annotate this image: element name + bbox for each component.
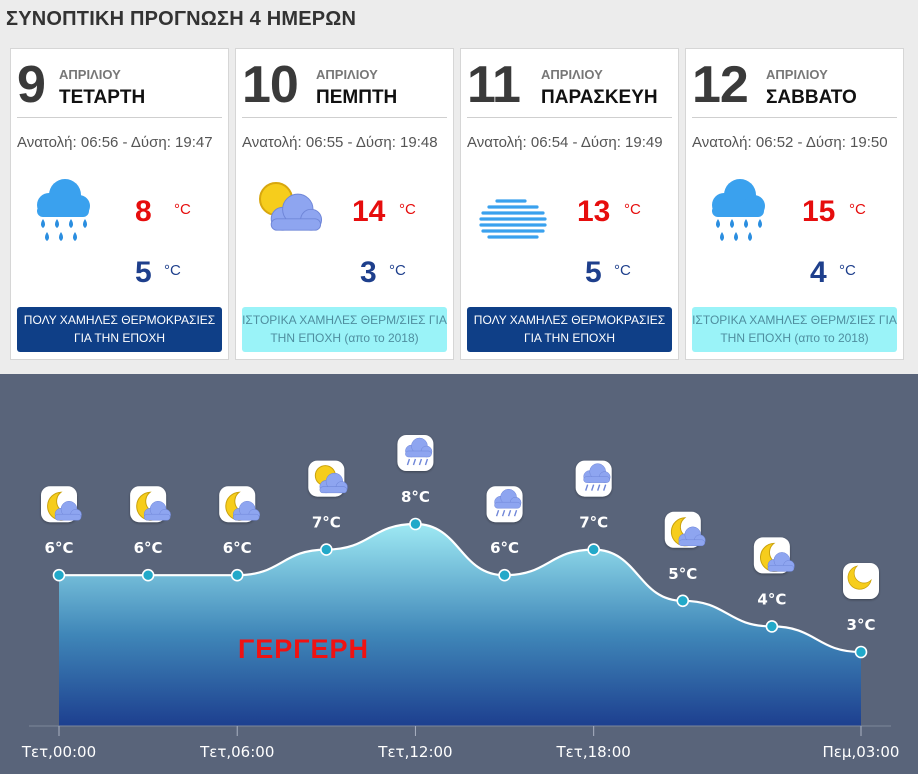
- x-tick-label: Πεμ,03:00: [823, 743, 900, 761]
- min-temp-unit: °C: [164, 262, 181, 279]
- moon-cloud-icon: [130, 486, 171, 523]
- data-point[interactable]: [409, 517, 422, 531]
- weekday-label: ΤΕΤΑΡΤΗ: [59, 87, 146, 108]
- point-temp-label: 5°C: [668, 565, 697, 583]
- hourly-temperature-chart: Τετ,00:00 Τετ,06:00 Τετ,12:00 Τετ,18:00 Πεμ,…: [21, 435, 900, 761]
- point-temp-label: 7°C: [312, 514, 341, 532]
- data-point[interactable]: [230, 568, 244, 582]
- month-label: ΑΠΡΙΛΙΟΥ: [766, 67, 828, 82]
- weekday-label: ΠΕΜΠΤΗ: [316, 87, 398, 108]
- rain-cloud-icon: [486, 486, 523, 523]
- max-temp-unit: °C: [624, 201, 641, 218]
- sunrise-sunset: Ανατολή: 06:54 - Δύση: 19:49: [467, 134, 663, 151]
- data-point[interactable]: [141, 568, 155, 582]
- card-divider: [242, 117, 447, 118]
- min-temp: 3: [360, 256, 377, 289]
- moon-cloud-icon: [753, 537, 795, 574]
- weekday-label: ΠΑΡΑΣΚΕΥΗ: [541, 87, 658, 108]
- day-card[interactable]: 12 ΑΠΡΙΛΙΟΥ ΣΑΒΒΑΤΟ Ανατολή: 06:52 - Δύσ…: [685, 48, 904, 360]
- day-number: 10: [242, 56, 299, 114]
- temperature-badge: ΙΣΤΟΡΙΚΑ ΧΑΜΗΛΕΣ ΘΕΡΜ/ΣΙΕΣ ΓΙΑ ΤΗΝ ΕΠΟΧΗ…: [242, 307, 447, 352]
- min-temp: 5: [585, 256, 602, 289]
- sun-cloud-icon: [308, 460, 348, 497]
- day-number: 11: [467, 56, 521, 114]
- day-card[interactable]: 10 ΑΠΡΙΛΙΟΥ ΠΕΜΠΤΗ Ανατολή: 06:55 - Δύση…: [235, 48, 454, 360]
- rain-cloud-icon: [37, 179, 90, 241]
- data-point[interactable]: [676, 594, 690, 608]
- place-name: ΓΕΡΓΕΡΗ: [238, 634, 369, 664]
- max-temp: 13: [577, 195, 611, 228]
- forecast-summary: ΣΥΝΟΠΤΙΚΗ ΠΡΟΓΝΩΣΗ 4 ΗΜΕΡΩΝ 9 ΑΠΡΙΛΙΟΥ Τ…: [0, 0, 918, 368]
- moon-icon: [843, 563, 879, 599]
- rain-cloud-icon: [397, 435, 434, 471]
- data-point[interactable]: [765, 620, 779, 633]
- point-temp-label: 6°C: [134, 539, 163, 557]
- temperature-area: [59, 524, 861, 726]
- temperature-badge: ΠΟΛΥ ΧΑΜΗΛΕΣ ΘΕΡΜΟΚΡΑΣΙΕΣ ΓΙΑ ΤΗΝ ΕΠΟΧΗ: [17, 307, 222, 352]
- sunrise-sunset: Ανατολή: 06:52 - Δύση: 19:50: [692, 134, 888, 151]
- month-label: ΑΠΡΙΛΙΟΥ: [541, 67, 603, 82]
- rain-cloud-icon: [575, 460, 612, 497]
- day-card[interactable]: 11 ΑΠΡΙΛΙΟΥ ΠΑΡΑΣΚΕΥΗ Ανατολή: 06:54 - Δ…: [460, 48, 679, 360]
- min-temp-unit: °C: [839, 262, 856, 279]
- max-temp-unit: °C: [174, 201, 191, 218]
- moon-cloud-icon: [41, 486, 82, 523]
- data-point[interactable]: [587, 543, 600, 556]
- temperature-badge: ΠΟΛΥ ΧΑΜΗΛΕΣ ΘΕΡΜΟΚΡΑΣΙΕΣ ΓΙΑ ΤΗΝ ΕΠΟΧΗ: [467, 307, 672, 352]
- sunrise-sunset: Ανατολή: 06:55 - Δύση: 19:48: [242, 134, 438, 151]
- month-label: ΑΠΡΙΛΙΟΥ: [59, 67, 121, 82]
- rain-cloud-icon: [712, 179, 765, 241]
- point-temp-label: 7°C: [579, 514, 608, 532]
- min-temp: 5: [135, 256, 152, 289]
- max-temp-unit: °C: [399, 201, 416, 218]
- point-temp-label: 4°C: [757, 590, 786, 608]
- point-temp-label: 6°C: [45, 539, 74, 557]
- day-number: 12: [692, 56, 749, 114]
- card-divider: [692, 117, 897, 118]
- fog-cloud-icon: [479, 199, 547, 239]
- x-tick-label: Τετ,06:00: [199, 743, 274, 761]
- weekday-label: ΣΑΒΒΑΤΟ: [766, 87, 857, 108]
- hourly-chart-panel: Τετ,00:00 Τετ,06:00 Τετ,12:00 Τετ,18:00 Πεμ,…: [0, 374, 918, 774]
- card-divider: [467, 117, 672, 118]
- max-temp: 15: [802, 195, 836, 228]
- x-tick-label: Τετ,00:00: [21, 743, 96, 761]
- point-temp-label: 6°C: [223, 539, 252, 557]
- month-label: ΑΠΡΙΛΙΟΥ: [316, 67, 378, 82]
- page-title: ΣΥΝΟΠΤΙΚΗ ΠΡΟΓΝΩΣΗ 4 ΗΜΕΡΩΝ: [6, 8, 357, 30]
- x-tick-label: Τετ,12:00: [377, 743, 452, 761]
- data-point[interactable]: [498, 568, 511, 582]
- x-tick-label: Τετ,18:00: [556, 743, 631, 761]
- data-point[interactable]: [854, 645, 868, 659]
- max-temp: 14: [352, 195, 386, 228]
- max-temp: 8: [135, 195, 152, 228]
- sunrise-sunset: Ανατολή: 06:56 - Δύση: 19:47: [17, 134, 213, 151]
- day-card[interactable]: 9 ΑΠΡΙΛΙΟΥ ΤΕΤΑΡΤΗ Ανατολή: 06:56 - Δύση…: [10, 48, 229, 360]
- card-divider: [17, 117, 222, 118]
- point-temp-label: 8°C: [401, 488, 430, 506]
- partly-cloudy-icon: [259, 182, 322, 231]
- min-temp: 4: [810, 256, 827, 289]
- data-point[interactable]: [52, 568, 66, 582]
- moon-cloud-icon: [664, 511, 706, 548]
- point-temp-label: 3°C: [847, 616, 876, 634]
- temperature-badge: ΙΣΤΟΡΙΚΑ ΧΑΜΗΛΕΣ ΘΕΡΜ/ΣΙΕΣ ΓΙΑ ΤΗΝ ΕΠΟΧΗ…: [692, 307, 897, 352]
- min-temp-unit: °C: [614, 262, 631, 279]
- data-point[interactable]: [320, 543, 333, 556]
- max-temp-unit: °C: [849, 201, 866, 218]
- point-temp-label: 6°C: [490, 539, 519, 557]
- moon-cloud-icon: [219, 486, 260, 523]
- day-number: 9: [17, 56, 46, 114]
- min-temp-unit: °C: [389, 262, 406, 279]
- temperature-line: [59, 522, 862, 654]
